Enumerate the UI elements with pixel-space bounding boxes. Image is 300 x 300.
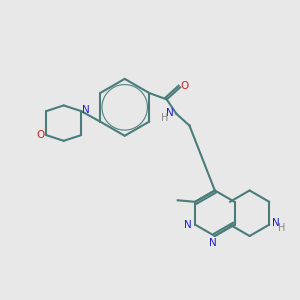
Text: O: O [180,81,188,91]
Text: N: N [272,218,280,228]
Text: H: H [161,113,169,123]
Text: N: N [82,105,89,115]
Text: H: H [278,224,286,233]
Text: N: N [209,238,217,248]
Text: N: N [184,220,192,230]
Text: N: N [166,108,174,118]
Text: O: O [37,130,45,140]
